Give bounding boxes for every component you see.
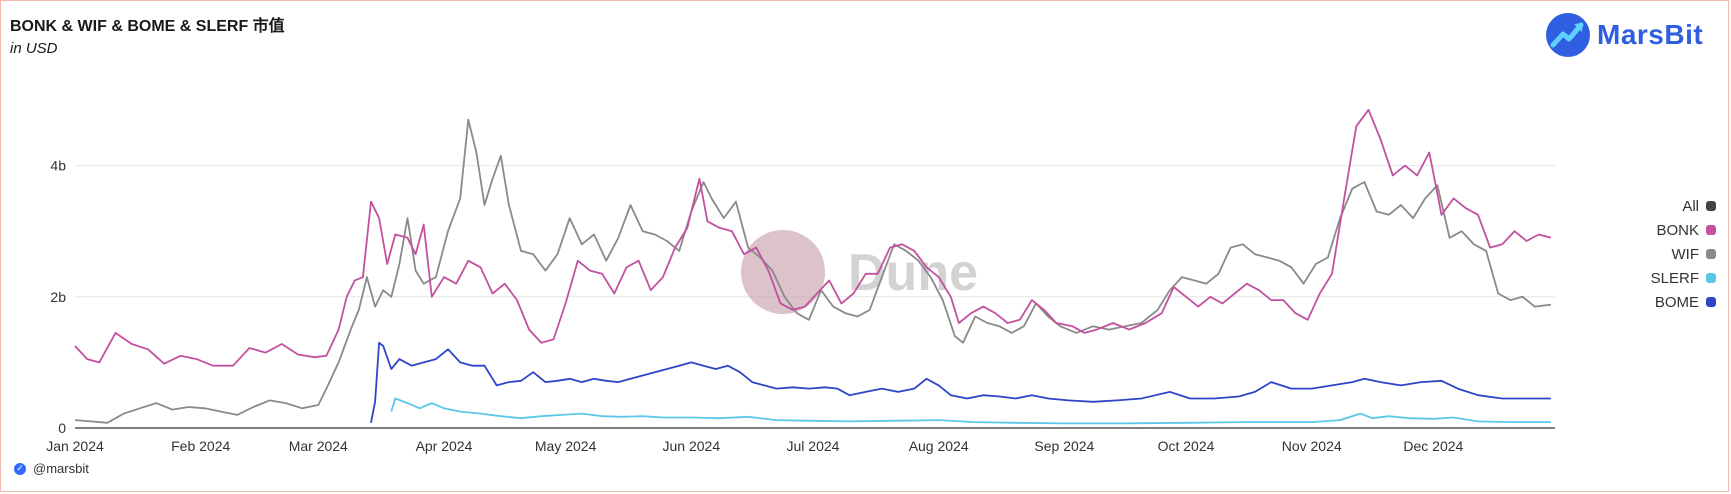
x-tick-label: Sep 2024 <box>1034 438 1094 454</box>
x-tick-label: Jun 2024 <box>663 438 721 454</box>
legend-swatch <box>1706 225 1716 235</box>
legend-item-all[interactable]: All <box>1640 194 1716 218</box>
x-tick-label: Jan 2024 <box>46 438 104 454</box>
legend-swatch <box>1706 297 1716 307</box>
legend-swatch <box>1706 201 1716 211</box>
legend-label: All <box>1682 197 1699 215</box>
x-tick-label: Oct 2024 <box>1158 438 1215 454</box>
handle-text: @marsbit <box>33 461 89 476</box>
x-tick-label: Apr 2024 <box>416 438 473 454</box>
series-lines <box>74 108 1552 425</box>
brand-name: MarsBit <box>1597 19 1704 50</box>
series-line-bonk <box>74 108 1552 367</box>
y-tick-label: 0 <box>58 420 66 436</box>
legend-swatch <box>1706 249 1716 259</box>
marsbit-logo-icon <box>1546 13 1590 57</box>
series-line-slerf <box>390 397 1551 425</box>
series-line-wif <box>74 118 1552 424</box>
x-tick-label: Feb 2024 <box>171 438 230 454</box>
y-tick-label: 2b <box>50 289 66 305</box>
x-tick-label: Jul 2024 <box>787 438 840 454</box>
legend-swatch <box>1706 273 1716 283</box>
legend-item-wif[interactable]: WIF <box>1640 242 1716 266</box>
legend-item-bome[interactable]: BOME <box>1640 290 1716 314</box>
x-tick-label: Mar 2024 <box>289 438 348 454</box>
axes: 0 2b 4b Jan 2024 Feb 2024 Mar 2024 Apr 2024 May… <box>46 158 1555 454</box>
legend-label: WIF <box>1671 245 1700 263</box>
legend-label: BONK <box>1656 221 1699 239</box>
chart-title: BONK & WIF & BOME & SLERF 市值 <box>10 18 285 35</box>
legend-label: BOME <box>1654 293 1699 311</box>
chart-subtitle: in USD <box>10 40 58 57</box>
legend-item-slerf[interactable]: SLERF <box>1640 266 1716 290</box>
legend-label: SLERF <box>1650 269 1699 287</box>
verified-check-icon: ✓ <box>14 462 26 475</box>
footer-handle: ✓ @marsbit <box>14 461 89 476</box>
x-tick-label: May 2024 <box>535 438 597 454</box>
brand-logo: MarsBit <box>1545 12 1703 58</box>
legend-item-bonk[interactable]: BONK <box>1640 218 1716 242</box>
y-tick-label: 4b <box>50 158 66 174</box>
chart-legend: All BONK WIF SLERF BOME <box>1640 194 1716 314</box>
x-tick-label: Aug 2024 <box>909 438 969 454</box>
x-tick-label: Nov 2024 <box>1282 438 1342 454</box>
x-tick-label: Dec 2024 <box>1403 438 1463 454</box>
watermark-circle <box>741 230 825 314</box>
series-line-bome <box>370 341 1551 423</box>
